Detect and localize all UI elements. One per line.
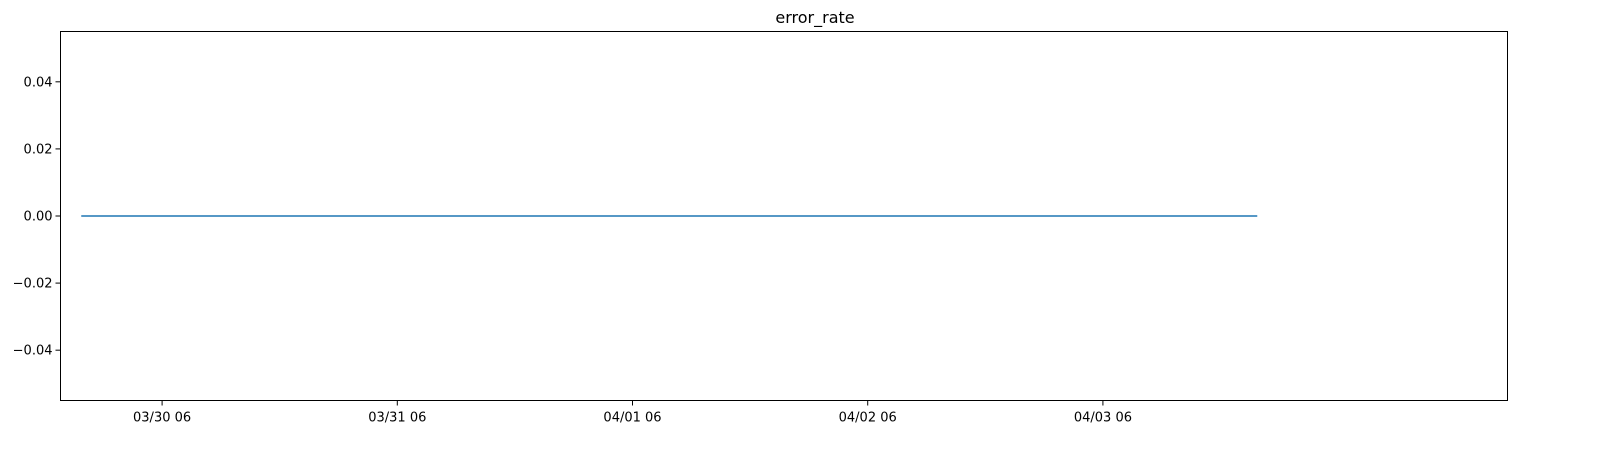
x-tick-label: 04/02 06 [839,411,897,426]
y-tick-label: 0.04 [24,75,53,90]
x-tick-label: 04/01 06 [603,411,661,426]
x-tick-label: 03/31 06 [368,411,426,426]
x-tick-label: 04/03 06 [1074,411,1132,426]
y-tick-label: 0.02 [24,142,53,157]
y-tick-label: 0.00 [24,210,53,225]
chart-title: error_rate [775,8,854,28]
y-tick-label: −0.04 [13,344,53,359]
y-tick-label: −0.02 [13,277,53,292]
x-axis: 03/30 06 03/31 06 04/01 06 04/02 06 04/03 06 [133,400,1132,426]
x-tick-label: 03/30 06 [133,411,191,426]
y-axis: 0.04 0.02 0.00 −0.02 −0.04 [13,75,61,359]
